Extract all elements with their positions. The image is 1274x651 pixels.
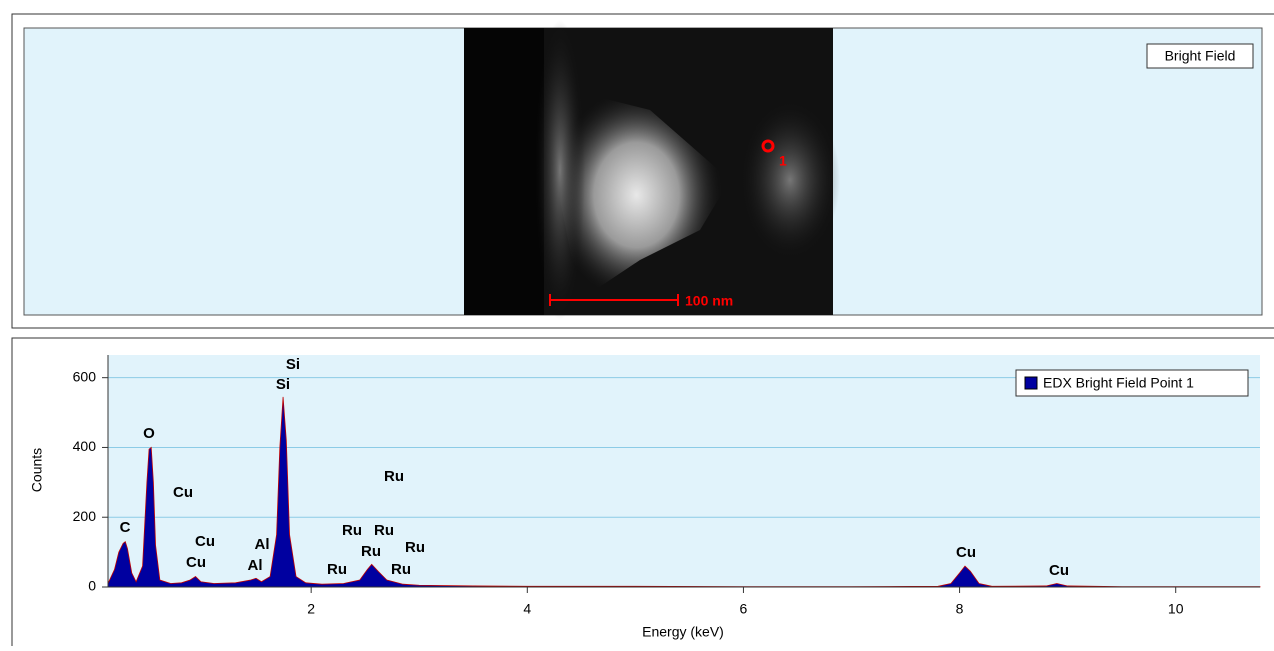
legend-swatch <box>1025 377 1037 389</box>
x-tick-label: 10 <box>1168 601 1184 617</box>
x-tick-label: 8 <box>956 601 964 617</box>
y-tick-label: 600 <box>73 368 97 384</box>
peak-label: Ru <box>361 543 381 560</box>
peak-label: Cu <box>173 484 193 501</box>
micrograph-feature <box>740 100 840 260</box>
peak-label: Al <box>255 536 270 553</box>
point-label: 1 <box>779 153 787 169</box>
peak-label: O <box>143 425 155 442</box>
peak-label: Si <box>276 376 290 393</box>
image-label: Bright Field <box>1165 48 1236 64</box>
y-tick-label: 200 <box>73 508 97 524</box>
peak-label: Ru <box>327 561 347 578</box>
peak-label: Cu <box>956 544 976 561</box>
peak-label: Ru <box>374 522 394 539</box>
micrograph-edge <box>464 28 544 315</box>
peak-label: Cu <box>186 554 206 571</box>
peak-label: Ru <box>391 561 411 578</box>
y-axis-label: Counts <box>29 448 45 492</box>
y-tick-label: 400 <box>73 438 97 454</box>
legend-label: EDX Bright Field Point 1 <box>1043 375 1194 391</box>
peak-label: C <box>120 519 131 536</box>
peak-label: Cu <box>195 533 215 550</box>
peak-label: Ru <box>342 522 362 539</box>
x-tick-label: 2 <box>307 601 315 617</box>
micrograph-feature <box>535 20 585 320</box>
scale-label: 100 nm <box>685 293 733 309</box>
screen: 1 100 nm Bright Field Energy (keV) Count… <box>0 0 1274 646</box>
peak-label: Ru <box>405 539 425 556</box>
peak-label: Cu <box>1049 562 1069 579</box>
peak-label: Si <box>286 356 300 373</box>
peak-label: Al <box>248 557 263 574</box>
peak-label: Ru <box>384 468 404 485</box>
x-tick-label: 4 <box>523 601 531 617</box>
y-tick-label: 0 <box>88 578 96 594</box>
x-axis-label: Energy (keV) <box>642 624 724 640</box>
x-tick-label: 6 <box>740 601 748 617</box>
